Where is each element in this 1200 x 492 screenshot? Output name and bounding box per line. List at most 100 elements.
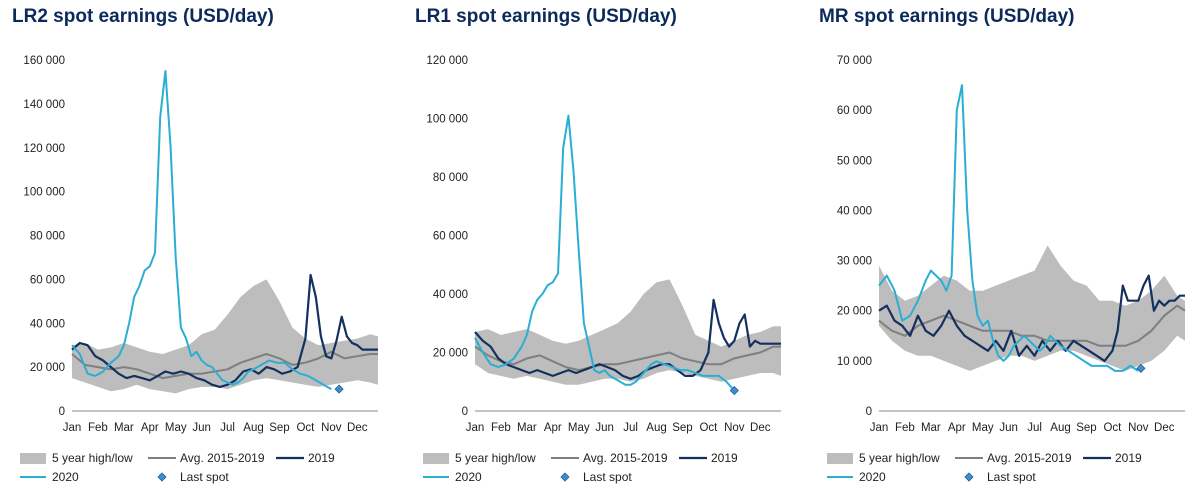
- y-tick-label: 60 000: [30, 274, 65, 286]
- x-tick-label: Feb: [88, 422, 108, 434]
- legend-label: 5 year high/low: [455, 451, 536, 465]
- chart-title: MR spot earnings (USD/day): [819, 6, 1075, 27]
- y-tick-label: 60 000: [837, 105, 872, 117]
- last-spot-marker: [334, 384, 344, 394]
- series-line-2020: [878, 84, 1139, 372]
- x-tick-label: Aug: [1050, 422, 1070, 434]
- x-tick-label: Jan: [63, 422, 82, 434]
- legend-label: 2020: [52, 470, 79, 484]
- y-tick-label: 80 000: [433, 172, 468, 184]
- series-line-2020: [71, 70, 332, 390]
- y-tick-label: 20 000: [433, 348, 468, 360]
- y-tick-label: 100 000: [426, 114, 468, 126]
- x-tick-label: Oct: [1103, 422, 1122, 434]
- x-tick-label: Sep: [1076, 422, 1096, 434]
- y-tick-label: 30 000: [837, 256, 872, 268]
- y-tick-label: 50 000: [837, 155, 872, 167]
- x-tick-label: Feb: [491, 422, 511, 434]
- legend-swatch-last-spot: [964, 472, 974, 482]
- x-tick-label: Jun: [192, 422, 211, 434]
- x-tick-label: May: [568, 422, 590, 434]
- x-tick-label: Jan: [870, 422, 889, 434]
- x-tick-label: Nov: [724, 422, 745, 434]
- legend-label: Last spot: [987, 470, 1036, 484]
- x-tick-label: Oct: [699, 422, 718, 434]
- x-tick-label: Mar: [517, 422, 537, 434]
- legend-label: 2020: [455, 470, 482, 484]
- x-tick-label: Nov: [321, 422, 342, 434]
- legend-swatch-last-spot: [560, 472, 570, 482]
- y-tick-label: 100 000: [23, 187, 65, 199]
- x-tick-label: Nov: [1128, 422, 1149, 434]
- x-tick-label: Jun: [595, 422, 614, 434]
- x-tick-label: Mar: [114, 422, 134, 434]
- y-tick-label: 40 000: [837, 205, 872, 217]
- legend-label: Last spot: [180, 470, 229, 484]
- y-tick-label: 160 000: [23, 55, 65, 67]
- series-line-2020: [474, 114, 736, 392]
- x-tick-label: Dec: [1154, 422, 1175, 434]
- x-tick-label: Aug: [243, 422, 263, 434]
- mr-chart: 0 10 000 20 000 30 000 40 000 50 000 60 000 70 …: [827, 55, 1186, 484]
- legend-swatch-band: [20, 453, 46, 464]
- y-tick-label: 10 000: [837, 356, 872, 368]
- x-tick-label: Aug: [646, 422, 666, 434]
- y-tick-label: 20 000: [837, 306, 872, 318]
- x-tick-label: Jul: [220, 422, 235, 434]
- y-tick-label: 120 000: [426, 55, 468, 67]
- y-tick-label: 0: [866, 406, 872, 418]
- x-tick-label: Feb: [895, 422, 915, 434]
- series-line-2019: [71, 273, 378, 388]
- x-tick-label: Oct: [296, 422, 315, 434]
- series-line-2019: [878, 274, 1185, 362]
- legend-label: Avg. 2015-2019: [583, 451, 668, 465]
- x-tick-label: Apr: [544, 422, 562, 434]
- y-tick-label: 40 000: [433, 289, 468, 301]
- legend-label: Last spot: [583, 470, 632, 484]
- legend-label: 2019: [711, 451, 738, 465]
- y-tick-label: 140 000: [23, 99, 65, 111]
- last-spot-marker: [1136, 363, 1146, 373]
- legend-label: 5 year high/low: [52, 451, 133, 465]
- x-tick-label: Jul: [623, 422, 638, 434]
- x-tick-label: Mar: [921, 422, 941, 434]
- legend-label: Avg. 2015-2019: [987, 451, 1072, 465]
- series-line-Avg. 2015-2019: [71, 350, 378, 380]
- x-tick-label: Sep: [672, 422, 692, 434]
- chart-title: LR2 spot earnings (USD/day): [12, 6, 274, 27]
- x-tick-label: Dec: [750, 422, 771, 434]
- lr1-chart-panel: LR1 spot earnings (USD/day) 0 20 000 40 00…: [403, 0, 803, 492]
- x-tick-label: Apr: [141, 422, 159, 434]
- chart-title: LR1 spot earnings (USD/day): [415, 6, 677, 27]
- x-tick-label: Apr: [948, 422, 966, 434]
- x-tick-label: Sep: [269, 422, 289, 434]
- x-tick-label: Jan: [466, 422, 485, 434]
- y-tick-label: 80 000: [30, 231, 65, 243]
- mr-chart-panel: MR spot earnings (USD/day) 0 10 000 20 000…: [807, 0, 1200, 492]
- legend-swatch-last-spot: [157, 472, 167, 482]
- last-spot-marker: [729, 385, 739, 396]
- band-area: [72, 279, 378, 394]
- legend-label: 5 year high/low: [859, 451, 940, 465]
- series-line-Avg. 2015-2019: [878, 304, 1186, 347]
- y-tick-label: 60 000: [433, 231, 468, 243]
- y-tick-label: 20 000: [30, 362, 65, 374]
- lr2-chart-panel: LR2 spot earnings (USD/day) 0 20 000 40 00…: [0, 0, 400, 492]
- x-tick-label: May: [972, 422, 994, 434]
- legend-label: Avg. 2015-2019: [180, 451, 265, 465]
- y-tick-label: 70 000: [837, 55, 872, 67]
- x-tick-label: Dec: [347, 422, 368, 434]
- legend-label: 2019: [308, 451, 335, 465]
- lr2-chart: 0 20 000 40 000 60 000 80 000 100 000 120 000 1…: [20, 55, 378, 484]
- series-line-Avg. 2015-2019: [474, 345, 781, 372]
- x-tick-label: Jul: [1027, 422, 1042, 434]
- legend-swatch-band: [423, 453, 449, 464]
- y-tick-label: 40 000: [30, 318, 65, 330]
- legend-label: 2019: [1115, 451, 1142, 465]
- band-area: [475, 279, 781, 385]
- lr1-chart: 0 20 000 40 000 60 000 80 000 100 000 120 000 J…: [423, 55, 781, 484]
- band-area: [879, 245, 1185, 371]
- y-tick-label: 120 000: [23, 143, 65, 155]
- legend-label: 2020: [859, 470, 886, 484]
- legend-swatch-band: [827, 453, 853, 464]
